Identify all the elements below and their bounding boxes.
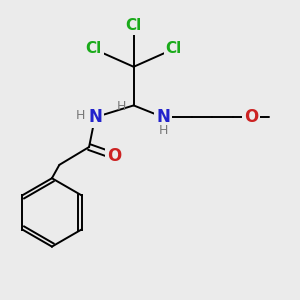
Text: Cl: Cl [85, 41, 102, 56]
Text: H: H [117, 100, 127, 113]
Text: Cl: Cl [166, 41, 182, 56]
Text: H: H [159, 124, 168, 137]
Text: O: O [244, 108, 258, 126]
Text: H: H [76, 109, 85, 122]
Text: Cl: Cl [125, 18, 142, 33]
Text: N: N [88, 108, 102, 126]
Text: O: O [107, 147, 122, 165]
Text: N: N [156, 108, 170, 126]
